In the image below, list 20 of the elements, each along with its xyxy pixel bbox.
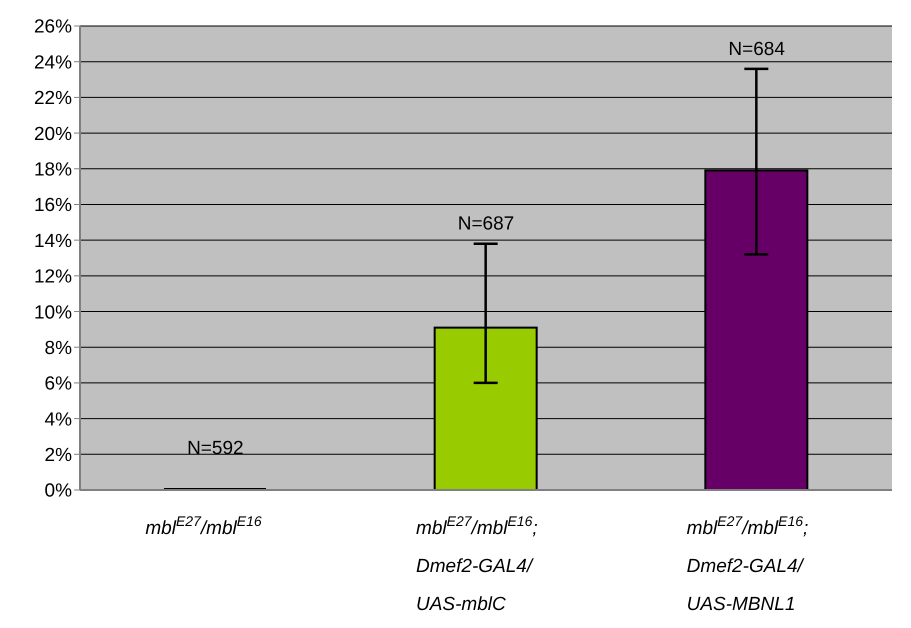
- y-tick-label: 22%: [34, 88, 72, 110]
- y-tick-label: 20%: [34, 124, 72, 145]
- y-tick-label: 12%: [34, 266, 72, 288]
- y-tick-label: 4%: [44, 409, 72, 430]
- y-tick-label: 2%: [44, 445, 72, 466]
- x-tick-label: mbl$^{E27}$/mbl$^{E16}$: [145, 513, 262, 539]
- y-tick-label: 24%: [34, 52, 72, 74]
- y-tick-label: 14%: [34, 230, 72, 252]
- y-tick-label: 10%: [34, 302, 72, 324]
- annotation: N=684: [728, 38, 786, 60]
- y-tick-label: 18%: [34, 160, 72, 181]
- y-tick-label: 16%: [34, 195, 72, 216]
- y-tick-label: 8%: [44, 338, 72, 359]
- x-tick-label: mbl$^{E27}$/mbl$^{E16}$; Dmef2-GAL4/ UAS-MBNL1: [686, 513, 808, 615]
- y-tick-label: 6%: [44, 374, 72, 395]
- annotation: N=592: [187, 438, 244, 459]
- annotation: N=687: [458, 214, 514, 235]
- y-tick-label: 0%: [44, 480, 72, 502]
- y-tick-label: 26%: [34, 16, 72, 38]
- x-tick-label: mbl$^{E27}$/mbl$^{E16}$; Dmef2-GAL4/ UAS-mblC: [416, 513, 538, 615]
